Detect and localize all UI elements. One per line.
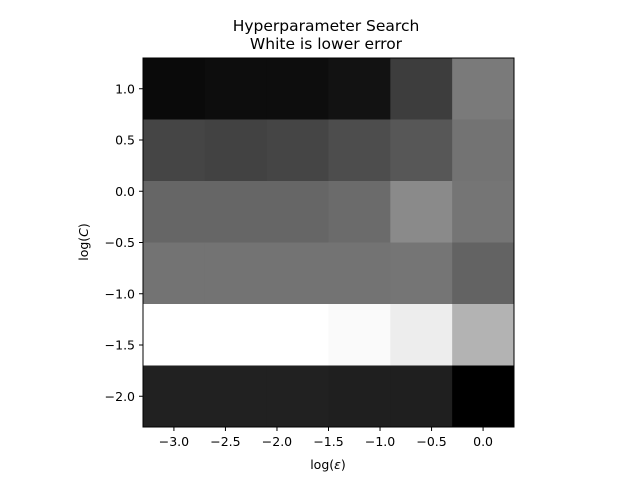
- heatmap-cell-r2-c3: [328, 181, 391, 243]
- heatmap-cell-r4-c5: [452, 304, 515, 366]
- y-tick-label: 0.0: [115, 184, 135, 199]
- x-tick-label: −2.5: [210, 434, 240, 449]
- heatmap-cell-r3-c1: [204, 242, 268, 305]
- heatmap-cells: [143, 58, 515, 428]
- y-tick-label: −0.5: [105, 235, 135, 250]
- chart-subtitle: White is lower error: [249, 35, 403, 53]
- heatmap-cell-r1-c5: [452, 119, 515, 182]
- heatmap-cell-r5-c5: [452, 365, 515, 428]
- heatmap-cell-r1-c4: [390, 119, 453, 182]
- x-tick-label: −2.0: [262, 434, 292, 449]
- heatmap-cell-r4-c1: [204, 304, 268, 366]
- heatmap-cell-r2-c1: [204, 181, 268, 243]
- heatmap-cell-r0-c5: [452, 58, 515, 120]
- y-tick-label: −1.5: [105, 338, 135, 353]
- heatmap-cell-r2-c0: [143, 181, 206, 243]
- heatmap-cell-r4-c4: [390, 304, 453, 366]
- heatmap-cell-r5-c2: [266, 365, 329, 428]
- x-tick-label: −1.5: [313, 434, 343, 449]
- y-tick-label: −2.0: [105, 389, 135, 404]
- heatmap-cell-r2-c2: [266, 181, 329, 243]
- chart-title: Hyperparameter Search: [232, 17, 420, 35]
- heatmap-cell-r5-c4: [390, 365, 453, 428]
- heatmap-cell-r4-c3: [328, 304, 391, 366]
- heatmap-cell-r2-c4: [390, 181, 453, 243]
- heatmap-cell-r3-c0: [143, 242, 206, 305]
- y-axis-label: log(C): [76, 223, 91, 261]
- heatmap-cell-r3-c5: [452, 242, 515, 305]
- x-tick-label: −3.0: [159, 434, 189, 449]
- y-tick-label: −1.0: [105, 286, 135, 301]
- heatmap-cell-r1-c1: [204, 119, 268, 182]
- heatmap-cell-r1-c2: [266, 119, 329, 182]
- heatmap-cell-r1-c0: [143, 119, 206, 182]
- heatmap-cell-r3-c4: [390, 242, 453, 305]
- heatmap-cell-r0-c0: [143, 58, 206, 120]
- x-axis-label: log(ε): [310, 457, 346, 472]
- heatmap-cell-r5-c3: [328, 365, 391, 428]
- heatmap-cell-r3-c2: [266, 242, 329, 305]
- y-tick-label: 1.0: [115, 81, 135, 96]
- heatmap-cell-r0-c4: [390, 58, 453, 120]
- x-tick-label: −0.5: [416, 434, 446, 449]
- y-tick-label: 0.5: [115, 133, 135, 148]
- heatmap-cell-r3-c3: [328, 242, 391, 305]
- heatmap-cell-r0-c3: [328, 58, 391, 120]
- heatmap-cell-r0-c2: [266, 58, 329, 120]
- x-tick-label: −1.0: [365, 434, 395, 449]
- axes: −3.0 −2.5 −2.0 −1.5 −1.0 −0.5 0.0 1.0 0.5 0.0 −0.5…: [105, 57, 515, 449]
- heatmap-cell-r4-c2: [266, 304, 329, 366]
- x-tick-label: 0.0: [473, 434, 493, 449]
- heatmap-cell-r2-c5: [452, 181, 515, 243]
- heatmap-cell-r5-c0: [143, 365, 206, 428]
- heatmap-cell-r0-c1: [204, 58, 268, 120]
- heatmap-cell-r1-c3: [328, 119, 391, 182]
- heatmap-cell-r4-c0: [143, 304, 206, 366]
- heatmap-cell-r5-c1: [204, 365, 268, 428]
